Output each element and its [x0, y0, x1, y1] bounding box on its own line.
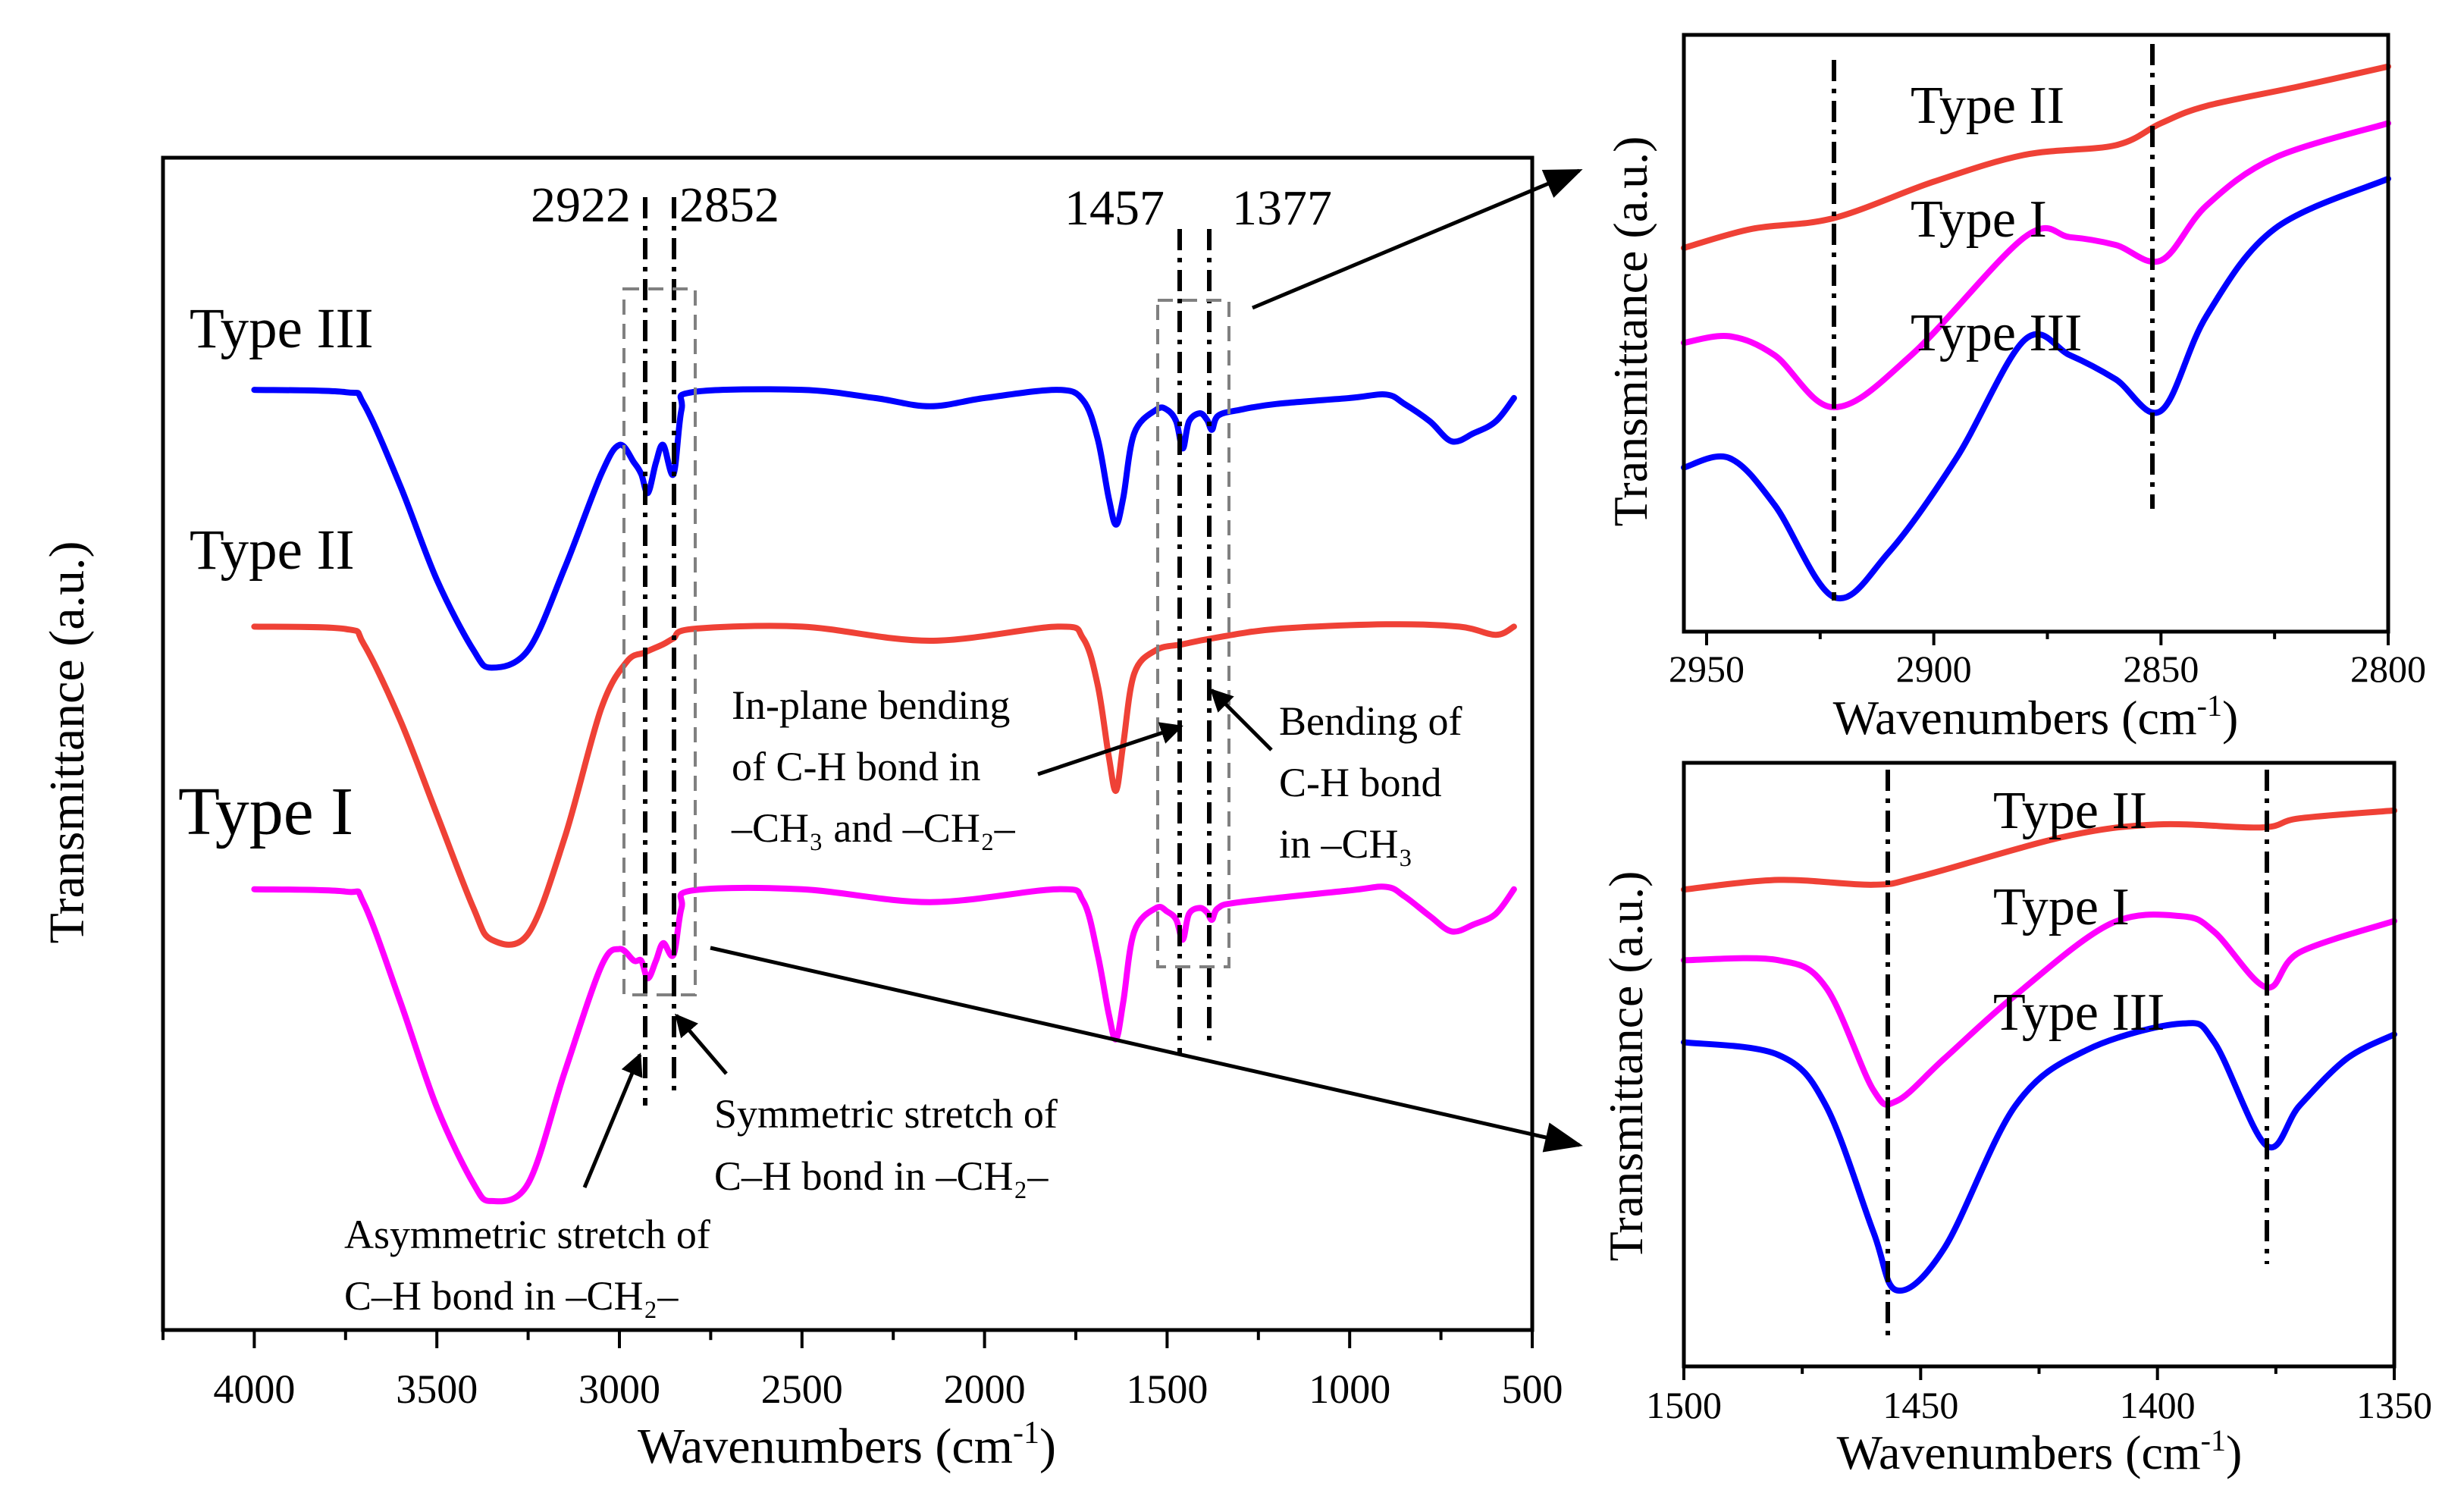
- top-inset-label-type-iii: Type III: [1911, 304, 2082, 362]
- top-inset-series-type-ii: [1681, 63, 2391, 251]
- annotation-line: –CH₃ and –CH₂–: [731, 805, 1016, 851]
- label-type-ii: Type II: [190, 519, 355, 582]
- x-title-text: Wavenumbers (cm: [638, 1419, 1013, 1474]
- top-inset-x-ticks: 2950 2900 2850 2800: [1669, 632, 2426, 690]
- x-title-sup: -1: [2201, 1423, 2226, 1457]
- annotation-arrow: [582, 1052, 643, 1188]
- main-x-tick-label: 2000: [944, 1366, 1026, 1412]
- annotation-asymmetric-stretch: Asymmetric stretch of C–H bond in –CH₂–: [344, 1052, 710, 1319]
- bottom-inset-series-type-iii: [1681, 1020, 2397, 1294]
- annotation-in-plane-bending: In-plane bending of C-H bond in –CH₃ and…: [731, 682, 1183, 851]
- annotation-line: Bending of: [1279, 698, 1462, 744]
- top-inset-curves: [1681, 63, 2391, 602]
- bottom-inset-x-tick-label: 1400: [2120, 1384, 2196, 1426]
- label-type-i: Type I: [178, 774, 353, 849]
- top-inset-series-type-iii: [1681, 175, 2391, 602]
- main-curves: [251, 386, 1517, 1205]
- peak-label-2852: 2852: [679, 177, 779, 233]
- main-x-tick-label: 4000: [213, 1366, 295, 1412]
- annotation-line: C–H bond in –CH₂–: [714, 1153, 1049, 1199]
- inset-ch-bending: 1500 1450 1400 1350 Type II Type I Type III…: [1599, 761, 2432, 1479]
- annotation-line: C-H bond: [1279, 760, 1442, 805]
- zoom-box-ch-stretch: [622, 287, 697, 996]
- annotation-bending-ch3: Bending of C-H bond in –CH₃: [1209, 688, 1462, 867]
- x-title-end: ): [2222, 691, 2238, 745]
- annotation-line: C–H bond in –CH₂–: [344, 1273, 679, 1319]
- annotation-symmetric-stretch: Symmetric stretch of C–H bond in –CH₂–: [675, 1013, 1058, 1199]
- top-inset-series-type-i: [1681, 120, 2391, 411]
- bottom-inset-x-tick-label: 1500: [1646, 1384, 1722, 1426]
- main-x-tick-label: 3000: [578, 1366, 660, 1412]
- bottom-inset-x-ticks: 1500 1450 1400 1350: [1646, 1366, 2432, 1426]
- annotation-arrow: [1037, 722, 1183, 776]
- bottom-inset-label-type-i: Type I: [1993, 878, 2130, 936]
- peak-label-1377: 1377: [1232, 180, 1332, 236]
- inset-ch-stretch: 2950 2900 2850 2800 Type II Type I Type III…: [1603, 33, 2426, 745]
- top-inset-frame: [1682, 33, 2390, 634]
- annotation-line: Asymmetric stretch of: [344, 1212, 710, 1257]
- arrow-to-top-inset: [1252, 168, 1583, 310]
- main-y-axis-title: Transmittance (a.u.): [39, 541, 95, 944]
- main-series-type-i: [251, 883, 1517, 1205]
- x-title-end: ): [1039, 1419, 1056, 1474]
- main-plot-frame: [161, 155, 1535, 1332]
- top-inset-x-tick-label: 2900: [1896, 648, 1972, 690]
- x-title-text: Wavenumbers (cm: [1837, 1426, 2201, 1479]
- top-inset-x-axis-title: Wavenumbers (cm-1): [1833, 689, 2239, 745]
- main-x-tick-label: 500: [1502, 1366, 1563, 1412]
- bottom-inset-x-axis-title: Wavenumbers (cm-1): [1837, 1423, 2243, 1479]
- bottom-inset-x-tick-label: 1350: [2356, 1384, 2432, 1426]
- bottom-inset-label-type-ii: Type II: [1993, 782, 2147, 840]
- main-x-tick-label: 1000: [1309, 1366, 1390, 1412]
- bottom-inset-label-type-iii: Type III: [1993, 983, 2165, 1042]
- top-inset-label-type-ii: Type II: [1911, 77, 2064, 135]
- arrow-to-bottom-inset: [710, 946, 1583, 1153]
- peak-label-2922: 2922: [531, 177, 631, 233]
- bottom-inset-y-axis-title: Transmittance (a.u.): [1599, 871, 1653, 1262]
- top-inset-x-tick-label: 2850: [2123, 648, 2199, 690]
- top-inset-x-tick-label: 2950: [1669, 648, 1745, 690]
- label-type-iii: Type III: [190, 297, 374, 360]
- main-x-tick-label: 1500: [1126, 1366, 1208, 1412]
- bottom-inset-frame: [1682, 761, 2397, 1369]
- main-x-ticks: 4000 3500 3000 2500 2000 1500 1000 500: [161, 1330, 1563, 1412]
- annotation-line: in –CH₃: [1279, 821, 1412, 867]
- top-inset-x-tick-label: 2800: [2350, 648, 2426, 690]
- x-title-end: ): [2226, 1426, 2242, 1479]
- main-x-tick-label: 2500: [761, 1366, 843, 1412]
- x-title-text: Wavenumbers (cm: [1833, 691, 2197, 745]
- main-x-tick-label: 3500: [396, 1366, 478, 1412]
- main-chart: 4000 3500 3000 2500 2000 1500 1000 500 Type III…: [39, 155, 1583, 1474]
- annotation-line: In-plane bending: [732, 682, 1010, 728]
- main-series-type-iii: [251, 386, 1517, 671]
- top-inset-label-type-i: Type I: [1911, 190, 2047, 249]
- top-inset-y-axis-title: Transmittance (a.u.): [1603, 136, 1657, 527]
- bottom-inset-x-tick-label: 1450: [1882, 1384, 1958, 1426]
- x-title-sup: -1: [1013, 1416, 1039, 1451]
- main-x-axis-title: Wavenumbers (cm-1): [638, 1416, 1056, 1474]
- annotation-arrow: [1209, 688, 1273, 751]
- annotation-line: of C-H bond in: [732, 744, 980, 789]
- main-series-type-ii: [251, 621, 1517, 948]
- zoom-box-ch-bending: [1156, 299, 1230, 968]
- bottom-inset-series-type-ii: [1681, 807, 2397, 893]
- peak-label-1457: 1457: [1064, 180, 1165, 236]
- annotation-arrow: [675, 1013, 728, 1075]
- annotation-line: Symmetric stretch of: [714, 1091, 1058, 1137]
- x-title-sup: -1: [2197, 689, 2222, 723]
